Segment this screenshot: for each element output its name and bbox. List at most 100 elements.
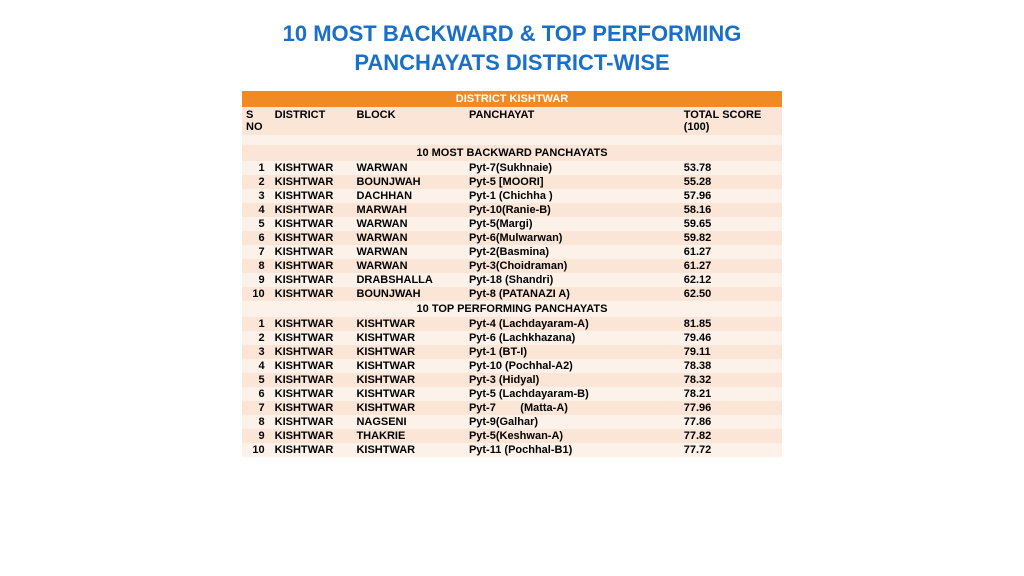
table-row: 10KISHTWARBOUNJWAHPyt-8 (PATANAZI A)62.5…: [242, 287, 782, 301]
cell-block: NAGSENI: [352, 415, 465, 429]
cell-sno: 4: [242, 359, 271, 373]
cell-panchayat: Pyt-6 (Lachkhazana): [465, 331, 680, 345]
cell-score: 59.82: [680, 231, 782, 245]
cell-district: KISHTWAR: [271, 259, 353, 273]
cell-sno: 10: [242, 443, 271, 457]
cell-sno: 7: [242, 245, 271, 259]
cell-panchayat: Pyt-5 (Lachdayaram-B): [465, 387, 680, 401]
cell-score: 77.96: [680, 401, 782, 415]
cell-block: BOUNJWAH: [352, 287, 465, 301]
cell-panchayat: Pyt-5(Margi): [465, 217, 680, 231]
cell-score: 78.32: [680, 373, 782, 387]
cell-district: KISHTWAR: [271, 287, 353, 301]
table-row: 4KISHTWARMARWAHPyt-10(Ranie-B)58.16: [242, 203, 782, 217]
cell-score: 79.46: [680, 331, 782, 345]
cell-score: 59.65: [680, 217, 782, 231]
cell-sno: 3: [242, 189, 271, 203]
table-row: 4KISHTWARKISHTWARPyt-10 (Pochhal-A2)78.3…: [242, 359, 782, 373]
section1-header: 10 MOST BACKWARD PANCHAYATS: [242, 145, 782, 161]
cell-district: KISHTWAR: [271, 203, 353, 217]
cell-district: KISHTWAR: [271, 317, 353, 331]
cell-sno: 6: [242, 231, 271, 245]
cell-panchayat: Pyt-6(Mulwarwan): [465, 231, 680, 245]
cell-block: WARWAN: [352, 161, 465, 175]
cell-block: KISHTWAR: [352, 317, 465, 331]
cell-panchayat: Pyt-10(Ranie-B): [465, 203, 680, 217]
cell-panchayat: Pyt-10 (Pochhal-A2): [465, 359, 680, 373]
cell-panchayat: Pyt-7(Sukhnaie): [465, 161, 680, 175]
cell-panchayat: Pyt-3 (Hidyal): [465, 373, 680, 387]
cell-sno: 10: [242, 287, 271, 301]
table-row: 6KISHTWARWARWANPyt-6(Mulwarwan)59.82: [242, 231, 782, 245]
cell-score: 58.16: [680, 203, 782, 217]
table-row: 2KISHTWARBOUNJWAHPyt-5 [MOORI]55.28: [242, 175, 782, 189]
section2-header-row: 10 TOP PERFORMING PANCHAYATS: [242, 301, 782, 317]
table-row: 6KISHTWARKISHTWARPyt-5 (Lachdayaram-B)78…: [242, 387, 782, 401]
cell-block: KISHTWAR: [352, 387, 465, 401]
cell-panchayat: Pyt-1 (BT-I): [465, 345, 680, 359]
cell-district: KISHTWAR: [271, 217, 353, 231]
cell-district: KISHTWAR: [271, 245, 353, 259]
cell-panchayat: Pyt-5 [MOORI]: [465, 175, 680, 189]
cell-panchayat: Pyt-8 (PATANAZI A): [465, 287, 680, 301]
cell-score: 77.86: [680, 415, 782, 429]
cell-district: KISHTWAR: [271, 373, 353, 387]
cell-district: KISHTWAR: [271, 175, 353, 189]
column-header-row: S NO DISTRICT BLOCK PANCHAYAT TOTAL SCOR…: [242, 107, 782, 135]
col-block: BLOCK: [352, 107, 465, 135]
cell-panchayat: Pyt-18 (Shandri): [465, 273, 680, 287]
cell-district: KISHTWAR: [271, 189, 353, 203]
cell-sno: 4: [242, 203, 271, 217]
cell-score: 77.72: [680, 443, 782, 457]
cell-score: 62.12: [680, 273, 782, 287]
cell-block: KISHTWAR: [352, 345, 465, 359]
col-score: TOTAL SCORE (100): [680, 107, 782, 135]
cell-sno: 2: [242, 331, 271, 345]
cell-sno: 9: [242, 429, 271, 443]
cell-district: KISHTWAR: [271, 429, 353, 443]
title-line-1: 10 MOST BACKWARD & TOP PERFORMING: [283, 21, 742, 46]
cell-sno: 5: [242, 217, 271, 231]
page-title: 10 MOST BACKWARD & TOP PERFORMING PANCHA…: [40, 20, 984, 77]
section1-body: 1KISHTWARWARWANPyt-7(Sukhnaie)53.782KISH…: [242, 161, 782, 301]
cell-block: KISHTWAR: [352, 359, 465, 373]
cell-sno: 2: [242, 175, 271, 189]
cell-block: DACHHAN: [352, 189, 465, 203]
table-row: 5KISHTWARWARWANPyt-5(Margi)59.65: [242, 217, 782, 231]
cell-sno: 1: [242, 317, 271, 331]
col-sno: S NO: [242, 107, 271, 135]
section2-body: 1KISHTWARKISHTWARPyt-4 (Lachdayaram-A)81…: [242, 317, 782, 457]
cell-score: 77.82: [680, 429, 782, 443]
cell-district: KISHTWAR: [271, 415, 353, 429]
cell-score: 81.85: [680, 317, 782, 331]
col-panchayat: PANCHAYAT: [465, 107, 680, 135]
district-header-row: DISTRICT KISHTWAR: [242, 91, 782, 107]
spacer-row: [242, 135, 782, 145]
table-row: 5KISHTWARKISHTWARPyt-3 (Hidyal)78.32: [242, 373, 782, 387]
page: 10 MOST BACKWARD & TOP PERFORMING PANCHA…: [0, 0, 1024, 477]
cell-district: KISHTWAR: [271, 161, 353, 175]
cell-sno: 7: [242, 401, 271, 415]
cell-panchayat: Pyt-3(Choidraman): [465, 259, 680, 273]
cell-block: THAKRIE: [352, 429, 465, 443]
table-row: 7KISHTWARWARWANPyt-2(Basmina)61.27: [242, 245, 782, 259]
table-row: 3KISHTWARDACHHANPyt-1 (Chichha )57.96: [242, 189, 782, 203]
cell-district: KISHTWAR: [271, 331, 353, 345]
table-row: 1KISHTWARKISHTWARPyt-4 (Lachdayaram-A)81…: [242, 317, 782, 331]
cell-district: KISHTWAR: [271, 443, 353, 457]
cell-sno: 8: [242, 415, 271, 429]
cell-district: KISHTWAR: [271, 387, 353, 401]
cell-district: KISHTWAR: [271, 273, 353, 287]
district-header: DISTRICT KISHTWAR: [242, 91, 782, 107]
cell-block: WARWAN: [352, 231, 465, 245]
cell-panchayat: Pyt-9(Galhar): [465, 415, 680, 429]
cell-block: KISHTWAR: [352, 443, 465, 457]
cell-score: 57.96: [680, 189, 782, 203]
cell-score: 61.27: [680, 259, 782, 273]
cell-sno: 8: [242, 259, 271, 273]
title-line-2: PANCHAYATS DISTRICT-WISE: [354, 50, 669, 75]
cell-score: 78.38: [680, 359, 782, 373]
cell-panchayat: Pyt-1 (Chichha ): [465, 189, 680, 203]
table-row: 8KISHTWARWARWANPyt-3(Choidraman)61.27: [242, 259, 782, 273]
cell-district: KISHTWAR: [271, 359, 353, 373]
